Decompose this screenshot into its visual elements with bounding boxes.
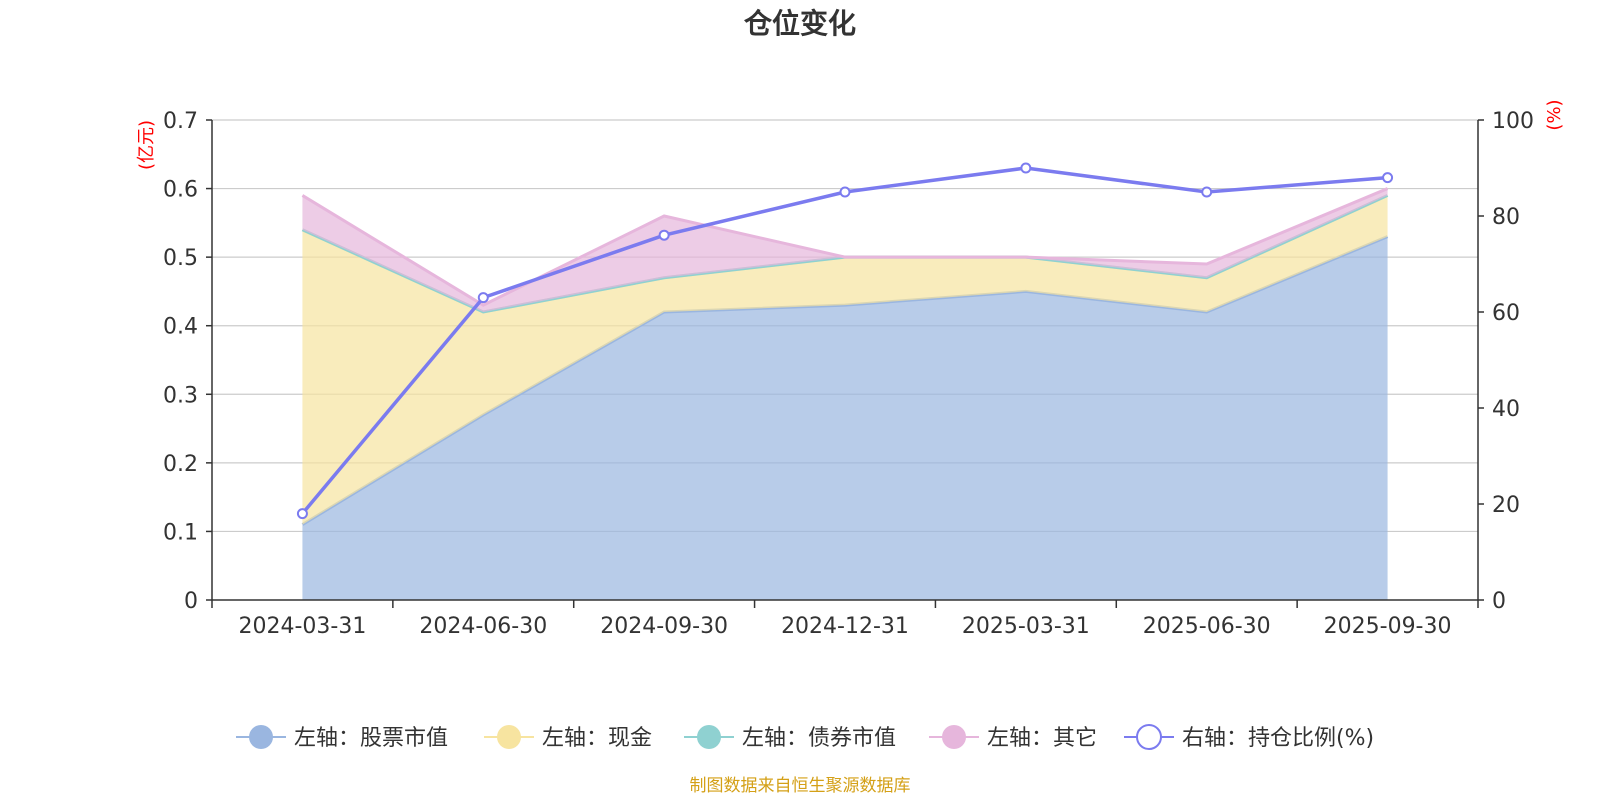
ratio-point [477, 292, 489, 304]
area-edge-左轴：其它 [301, 187, 1389, 307]
ratio-point [839, 186, 851, 198]
x-tick-label: 2025-06-30 [1143, 614, 1271, 639]
area-左轴：其它 [302, 188, 1388, 312]
x-tick-label: 2024-03-31 [238, 614, 366, 639]
legend: 左轴：股票市值 左轴：现金 左轴：债券市值 左轴：其它 右轴：持仓比例(%) [236, 724, 1374, 751]
ratio-point [1382, 172, 1394, 184]
right-axis-unit: (%) [1544, 99, 1565, 130]
ratio-point [1201, 186, 1213, 198]
right-tick-label: 40 [1492, 397, 1520, 422]
left-tick-label: 0.6 [163, 178, 198, 203]
left-tick-label: 0 [184, 589, 198, 614]
x-tick-label: 2024-12-31 [781, 614, 909, 639]
x-tick-label: 2024-09-30 [600, 614, 728, 639]
stacked-areas [301, 187, 1389, 601]
right-tick-label: 80 [1492, 205, 1520, 230]
legend-label: 左轴：股票市值 [294, 726, 448, 751]
left-tick-label: 0.4 [163, 315, 198, 340]
legend-marker [497, 725, 521, 749]
legend-label: 左轴：债券市值 [742, 726, 896, 751]
chart-title: 仓位变化 [744, 7, 856, 40]
ratio-line [296, 162, 1394, 520]
legend-marker [1136, 724, 1162, 750]
left-axis-unit: (亿元) [136, 120, 157, 170]
legend-marker [249, 725, 273, 749]
x-tick-label: 2024-06-30 [419, 614, 547, 639]
right-tick-label: 20 [1492, 493, 1520, 518]
legend-label: 左轴：现金 [542, 726, 652, 751]
right-tick-label: 0 [1492, 589, 1506, 614]
ratio-point [1020, 162, 1032, 174]
area-左轴：现金 [302, 195, 1388, 525]
right-tick-label: 100 [1492, 109, 1534, 134]
ratio-point [296, 508, 308, 520]
left-tick-label: 0.5 [163, 246, 198, 271]
x-tick-label: 2025-09-30 [1324, 614, 1452, 639]
legend-marker [942, 725, 966, 749]
legend-label: 左轴：其它 [987, 726, 1097, 751]
x-tick-label: 2025-03-31 [962, 614, 1090, 639]
left-tick-label: 0.3 [163, 383, 198, 408]
axes: 0 0.1 0.2 0.3 0.4 0.5 0.6 0.7 0 20 40 60 80 100 2024-0… [163, 109, 1534, 639]
right-tick-label: 60 [1492, 301, 1520, 326]
left-tick-label: 0.2 [163, 452, 198, 477]
left-tick-label: 0.7 [163, 109, 198, 134]
area-左轴：股票市值 [302, 236, 1388, 601]
area-edge-左轴：股票市值 [301, 235, 1389, 526]
legend-marker [697, 725, 721, 749]
ratio-point [658, 229, 670, 241]
left-tick-label: 0.1 [163, 520, 198, 545]
legend-label: 右轴：持仓比例(%) [1182, 726, 1374, 751]
data-source-note: 制图数据来自恒生聚源数据库 [690, 776, 911, 796]
